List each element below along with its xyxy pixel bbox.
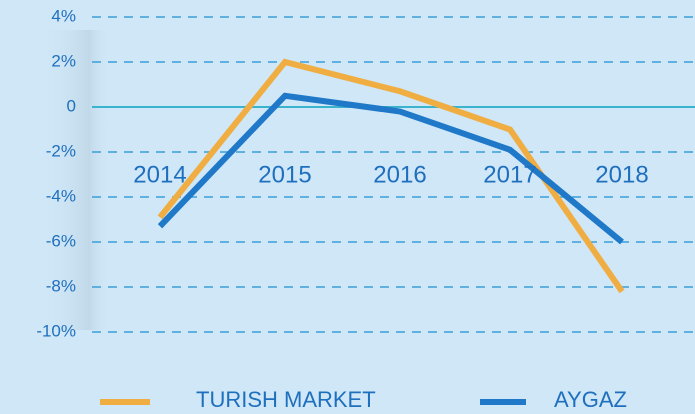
y-tick-label: -2% xyxy=(46,141,76,160)
x-tick-label: 2018 xyxy=(595,161,648,188)
series-line xyxy=(157,92,624,245)
legend-label: AYGAZ xyxy=(554,387,627,412)
y-tick-label: 2% xyxy=(51,51,76,70)
x-tick-label: 2014 xyxy=(133,161,186,188)
legend-label: TURISH MARKET xyxy=(196,387,376,412)
y-tick-label: 0 xyxy=(67,96,76,115)
shadow xyxy=(40,30,110,330)
y-tick-label: 4% xyxy=(51,6,76,25)
x-tick-label: 2017 xyxy=(483,161,536,188)
x-tick-label: 2016 xyxy=(373,161,426,188)
y-tick-label: -4% xyxy=(46,186,76,205)
y-tick-label: -8% xyxy=(46,276,76,295)
y-tick-label: -6% xyxy=(46,231,76,250)
y-tick-label: -10% xyxy=(36,321,76,340)
x-tick-label: 2015 xyxy=(258,161,311,188)
